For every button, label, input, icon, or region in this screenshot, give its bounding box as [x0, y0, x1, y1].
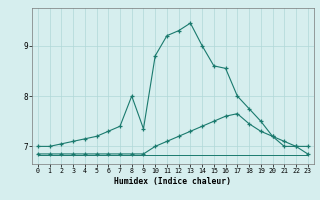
X-axis label: Humidex (Indice chaleur): Humidex (Indice chaleur) [114, 177, 231, 186]
